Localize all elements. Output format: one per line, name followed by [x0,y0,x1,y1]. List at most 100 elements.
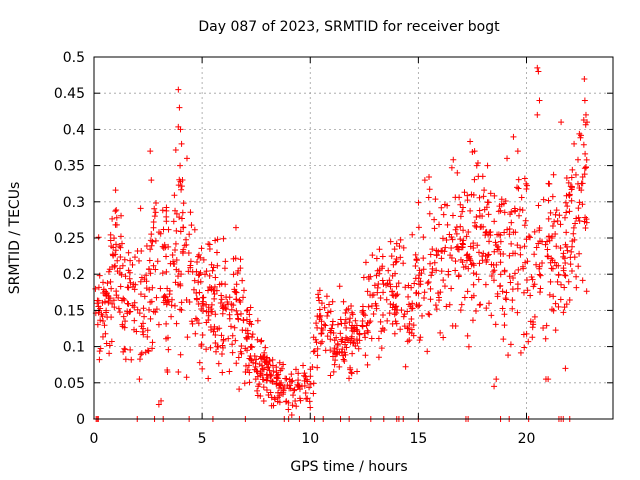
data-point [555,271,562,278]
data-point [563,243,570,250]
data-point [273,364,280,371]
data-point [404,308,411,315]
data-point [531,228,538,235]
data-point [141,293,148,300]
data-point [497,282,504,289]
data-point [563,229,570,236]
data-point [508,209,515,216]
data-point [244,366,251,373]
data-point [280,385,287,392]
data-point [177,178,184,185]
data-point [374,284,381,291]
data-point [275,375,282,382]
data-point [448,244,455,251]
data-point [409,231,416,238]
data-point [449,212,456,219]
data-point [454,169,461,176]
data-point [251,352,258,359]
data-point [103,340,110,347]
data-point [579,277,586,284]
data-point [347,315,354,322]
data-point [365,329,372,336]
data-point [557,296,564,303]
data-point [552,300,559,307]
data-point [117,233,124,240]
data-point [429,269,436,276]
data-point [145,265,152,272]
data-point [549,233,556,240]
data-point [183,297,190,304]
data-point [349,311,356,318]
data-point [165,346,172,353]
data-point [229,332,236,339]
data-point [519,207,526,214]
data-point [449,236,456,243]
data-point [119,262,126,269]
data-point [115,294,122,301]
data-point [273,381,280,388]
data-point [172,240,179,247]
data-point [379,263,386,270]
y-tick-label: 0.25 [54,231,85,247]
data-point [163,268,170,275]
data-point [212,274,219,281]
data-point [429,246,436,253]
data-point [142,349,149,356]
data-point [260,366,267,373]
data-point [295,370,302,377]
data-point [155,401,162,408]
data-point [419,312,426,319]
chart-title: Day 087 of 2023, SRMTID for receiver bog… [198,19,500,35]
data-point [459,240,466,247]
data-point [113,288,120,295]
data-point [368,302,375,309]
data-point [116,309,123,316]
data-point [324,309,331,316]
data-point [285,399,292,406]
data-point [483,305,490,312]
data-point [421,177,428,184]
data-point [582,121,589,128]
y-tick-label: 0.45 [54,86,85,102]
data-point [507,279,514,286]
data-point [200,256,207,263]
data-point [140,325,147,332]
data-point [395,280,402,287]
data-point [562,365,569,372]
data-point [194,259,201,266]
data-point [411,280,418,287]
data-point [536,271,543,278]
data-point [113,241,120,248]
data-point [332,357,339,364]
data-point [177,228,184,235]
data-point [175,273,182,280]
data-point [561,304,568,311]
data-point [431,216,438,223]
data-point [494,293,501,300]
data-point [409,300,416,307]
data-point [140,331,147,338]
data-point [153,294,160,301]
data-point [296,395,303,402]
data-point [500,336,507,343]
data-point [553,243,560,250]
data-point [515,266,522,273]
data-point [432,302,439,309]
data-point [140,305,147,312]
data-point [165,226,172,233]
data-point [265,391,272,398]
data-point [436,221,443,228]
data-point [464,251,471,258]
data-point [468,294,475,301]
data-point [196,289,203,296]
data-point [209,267,216,274]
data-point [516,212,523,219]
data-point [127,257,134,264]
data-point [544,246,551,253]
data-point [187,262,194,269]
data-point [120,295,127,302]
data-point [171,192,178,199]
data-point [105,299,112,306]
data-point [224,299,231,306]
data-point [531,281,538,288]
